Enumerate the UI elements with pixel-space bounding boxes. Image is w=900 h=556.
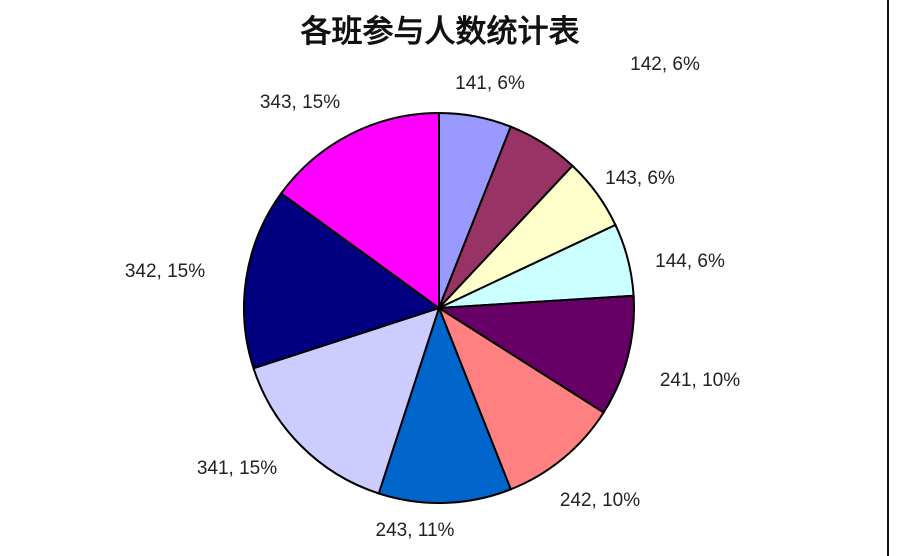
data-label-144: 144, 6% xyxy=(655,251,725,272)
pie-slice-242 xyxy=(436,305,606,491)
data-label-241: 241, 10% xyxy=(660,370,740,391)
pie-slice-341 xyxy=(252,306,441,495)
data-label-341: 341, 15% xyxy=(197,458,277,479)
data-label-342: 342, 15% xyxy=(125,261,205,282)
pie-slice-343 xyxy=(279,111,440,310)
chart-title: 各班参与人数统计表 xyxy=(300,14,580,50)
pie-slice-342 xyxy=(243,191,442,370)
pie-slice-241 xyxy=(435,294,636,414)
pie-slice-243 xyxy=(377,305,513,504)
data-label-143: 143, 6% xyxy=(605,168,675,189)
data-label-142: 142, 6% xyxy=(630,54,700,75)
data-label-343: 343, 15% xyxy=(260,92,340,113)
data-label-243: 243, 11% xyxy=(376,520,455,541)
data-label-141: 141, 6% xyxy=(455,73,525,94)
chart-border xyxy=(887,0,889,556)
data-label-242: 242, 10% xyxy=(560,490,640,511)
